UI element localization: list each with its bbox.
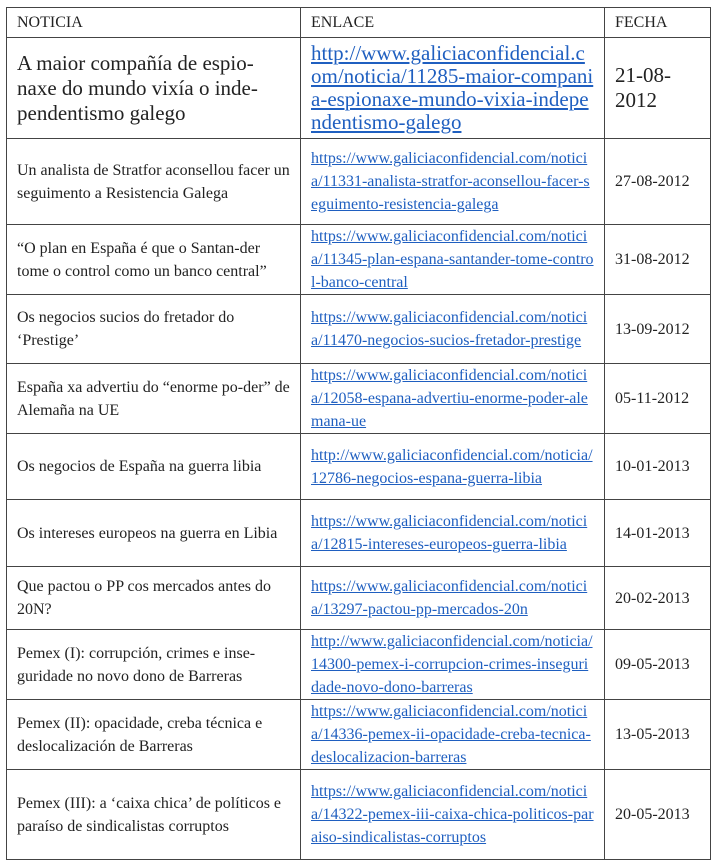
news-date: 09-05-2013 (604, 629, 711, 700)
news-link[interactable]: https://www.galiciaconfidencial.com/noti… (311, 783, 594, 846)
news-date: 14-01-2013 (604, 499, 711, 567)
news-link[interactable]: https://www.galiciaconfidencial.com/noti… (311, 513, 588, 553)
link-cell: http://www.galiciaconfidencial.com/notic… (300, 37, 605, 139)
table-row: España xa advertiu do “enorme po-der” de… (6, 363, 711, 434)
news-date: 27-08-2012 (604, 138, 711, 225)
news-title: Pemex (II): opacidade, creba técnica e d… (6, 699, 301, 770)
news-title: Pemex (III): a ‘caixa chica’ de político… (6, 769, 301, 860)
link-cell: https://www.galiciaconfidencial.com/noti… (300, 138, 605, 225)
link-cell: http://www.galiciaconfidencial.com/notic… (300, 629, 605, 700)
news-title: “O plan en España é que o Santan-der tom… (6, 224, 301, 295)
table-row: Pemex (I): corrupción, crimes e inse-gur… (6, 629, 711, 700)
news-table: NOTICIA ENLACE FECHA A maior compañía de… (6, 7, 711, 860)
news-link[interactable]: http://www.galiciaconfidencial.com/notic… (311, 446, 593, 487)
news-date: 10-01-2013 (604, 433, 711, 500)
table-row: A maior compañía de espio-naxe do mundo … (6, 37, 711, 139)
table-row: “O plan en España é que o Santan-der tom… (6, 224, 711, 295)
header-fecha: FECHA (604, 7, 711, 38)
table-row: Os negocios sucios do fretador do ‘Prest… (6, 294, 711, 364)
news-title: Os negocios de España na guerra libia (6, 433, 301, 500)
news-title: Os intereses europeos na guerra en Libia (6, 499, 301, 567)
news-link[interactable]: http://www.galiciaconfidencial.com/notic… (311, 633, 593, 696)
link-cell: https://www.galiciaconfidencial.com/noti… (300, 566, 605, 630)
table-row: Os negocios de España na guerra libia ht… (6, 433, 711, 500)
news-link[interactable]: https://www.galiciaconfidencial.com/noti… (311, 150, 590, 213)
news-date: 20-02-2013 (604, 566, 711, 630)
news-date: 13-05-2013 (604, 699, 711, 770)
news-title: España xa advertiu do “enorme po-der” de… (6, 363, 301, 434)
table-row: Pemex (II): opacidade, creba técnica e d… (6, 699, 711, 770)
header-noticia: NOTICIA (6, 7, 301, 38)
news-title: Os negocios sucios do fretador do ‘Prest… (6, 294, 301, 364)
news-date: 31-08-2012 (604, 224, 711, 295)
news-date: 20-05-2013 (604, 769, 711, 860)
news-link[interactable]: https://www.galiciaconfidencial.com/noti… (311, 578, 588, 618)
table-row: Os intereses europeos na guerra en Libia… (6, 499, 711, 567)
link-cell: https://www.galiciaconfidencial.com/noti… (300, 499, 605, 567)
table-row: Pemex (III): a ‘caixa chica’ de político… (6, 769, 711, 860)
table-row: Un analista de Stratfor aconsellou facer… (6, 138, 711, 225)
header-enlace: ENLACE (300, 7, 605, 38)
news-title: A maior compañía de espio-naxe do mundo … (6, 37, 301, 139)
news-title: Un analista de Stratfor aconsellou facer… (6, 138, 301, 225)
link-cell: https://www.galiciaconfidencial.com/noti… (300, 699, 605, 770)
link-cell: https://www.galiciaconfidencial.com/noti… (300, 363, 605, 434)
table-row: Que pactou o PP cos mercados antes do 20… (6, 566, 711, 630)
news-link[interactable]: https://www.galiciaconfidencial.com/noti… (311, 367, 588, 430)
news-link[interactable]: https://www.galiciaconfidencial.com/noti… (311, 703, 591, 766)
news-title: Pemex (I): corrupción, crimes e inse-gur… (6, 629, 301, 700)
link-cell: https://www.galiciaconfidencial.com/noti… (300, 224, 605, 295)
link-cell: https://www.galiciaconfidencial.com/noti… (300, 294, 605, 364)
link-cell: https://www.galiciaconfidencial.com/noti… (300, 769, 605, 860)
news-date: 05-11-2012 (604, 363, 711, 434)
header-row: NOTICIA ENLACE FECHA (6, 7, 711, 38)
news-link[interactable]: http://www.galiciaconfidencial.com/notic… (311, 41, 594, 134)
news-date: 13-09-2012 (604, 294, 711, 364)
news-link[interactable]: https://www.galiciaconfidencial.com/noti… (311, 228, 594, 291)
news-date: 21-08-2012 (604, 37, 711, 139)
link-cell: http://www.galiciaconfidencial.com/notic… (300, 433, 605, 500)
news-title: Que pactou o PP cos mercados antes do 20… (6, 566, 301, 630)
news-link[interactable]: https://www.galiciaconfidencial.com/noti… (311, 309, 588, 349)
